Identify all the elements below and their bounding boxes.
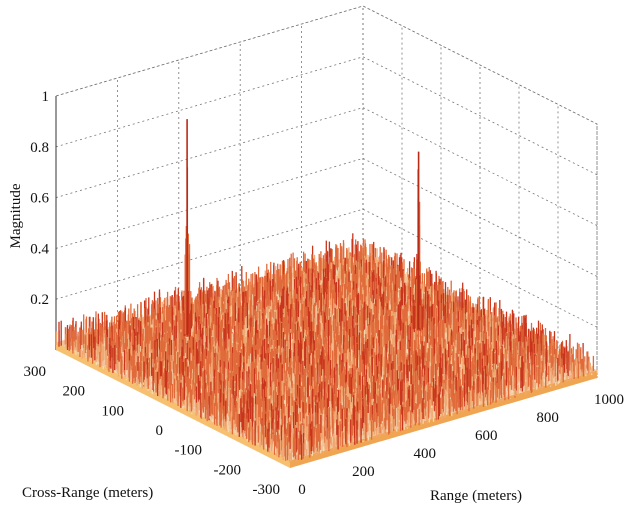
grid-line-z — [55, 56, 598, 176]
surface-front-face — [290, 370, 597, 468]
grid-line-z — [55, 107, 598, 226]
surface-mesh — [55, 233, 599, 468]
grid-line-z — [55, 5, 598, 125]
surface-left-face — [56, 342, 290, 468]
grid-line-z — [55, 157, 598, 277]
back-wall-frame — [55, 5, 598, 378]
grid-line-z — [55, 208, 598, 328]
